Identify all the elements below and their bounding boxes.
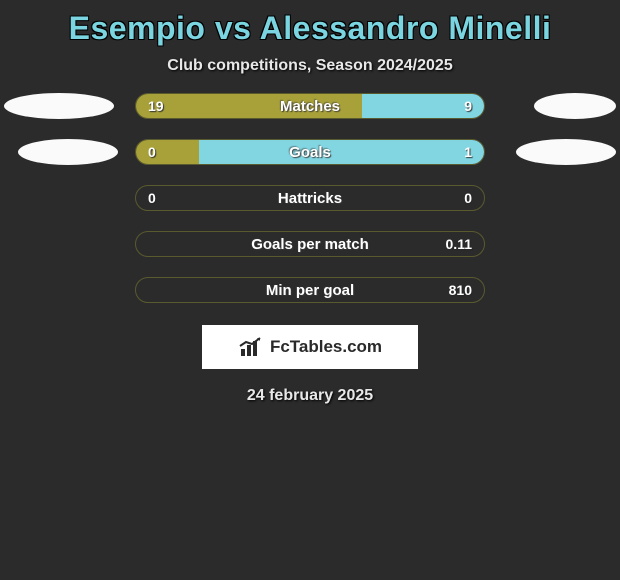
page-title: Esempio vs Alessandro Minelli bbox=[0, 6, 620, 57]
row-right-side bbox=[485, 93, 620, 119]
stat-row: 199Matches bbox=[0, 93, 620, 119]
player-oval-left bbox=[18, 139, 118, 165]
stat-bar: 810Min per goal bbox=[135, 277, 485, 303]
stat-row: 01Goals bbox=[0, 139, 620, 165]
bar-label: Hattricks bbox=[136, 186, 484, 210]
player-oval-right bbox=[534, 93, 616, 119]
stat-bar: 199Matches bbox=[135, 93, 485, 119]
row-left-side bbox=[0, 277, 135, 303]
row-left-side bbox=[0, 93, 135, 119]
stat-row: 0.11Goals per match bbox=[0, 231, 620, 257]
subtitle: Club competitions, Season 2024/2025 bbox=[0, 57, 620, 93]
stat-bar: 0.11Goals per match bbox=[135, 231, 485, 257]
bar-value-left: 0 bbox=[148, 186, 156, 210]
bar-label: Min per goal bbox=[136, 278, 484, 302]
row-right-side bbox=[485, 139, 620, 165]
brand-badge: FcTables.com bbox=[202, 325, 418, 369]
stat-bar: 0 0Hattricks bbox=[135, 185, 485, 211]
stat-bar: 01Goals bbox=[135, 139, 485, 165]
bar-fill-right bbox=[199, 140, 484, 164]
row-right-side bbox=[485, 231, 620, 257]
bar-value-right: 810 bbox=[449, 278, 472, 302]
row-right-side bbox=[485, 185, 620, 211]
stat-row: 810Min per goal bbox=[0, 277, 620, 303]
bar-fill-left bbox=[136, 140, 199, 164]
row-left-side bbox=[0, 139, 135, 165]
brand-inner: FcTables.com bbox=[238, 336, 382, 358]
row-right-side bbox=[485, 277, 620, 303]
row-left-side bbox=[0, 231, 135, 257]
date-line: 24 february 2025 bbox=[0, 387, 620, 405]
comparison-infographic: Esempio vs Alessandro Minelli Club compe… bbox=[0, 0, 620, 405]
player-oval-left bbox=[4, 93, 114, 119]
brand-text: FcTables.com bbox=[270, 337, 382, 357]
bar-label: Goals per match bbox=[136, 232, 484, 256]
stat-rows: 199Matches 01Goals 0 0Hattricks 0.11Goals pe… bbox=[0, 93, 620, 303]
bar-fill-left bbox=[136, 94, 362, 118]
chart-icon bbox=[238, 336, 266, 358]
bar-value-right: 0 bbox=[464, 186, 472, 210]
bar-fill-right bbox=[362, 94, 484, 118]
row-left-side bbox=[0, 185, 135, 211]
player-oval-right bbox=[516, 139, 616, 165]
bar-value-right: 0.11 bbox=[446, 232, 472, 256]
stat-row: 0 0Hattricks bbox=[0, 185, 620, 211]
